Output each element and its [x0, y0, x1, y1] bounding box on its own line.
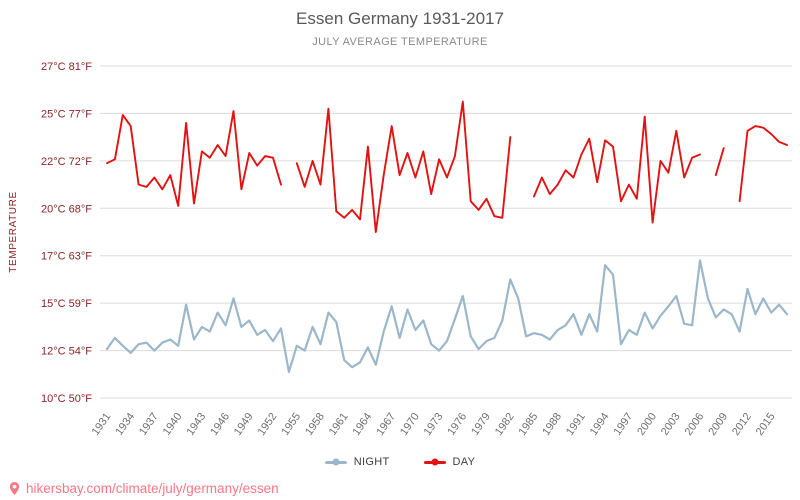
x-tick-label: 1988 [540, 411, 564, 438]
x-tick-label: 1937 [137, 411, 161, 438]
location-pin-icon [9, 481, 20, 496]
y-axis-title: TEMPERATURE [8, 191, 19, 272]
y-tick-label: 20°C 68°F [41, 203, 92, 215]
x-tick-label: 1946 [208, 411, 232, 438]
y-tick-label: 10°C 50°F [41, 393, 92, 405]
y-tick-label: 22°C 72°F [41, 156, 92, 168]
x-tick-label: 2006 [683, 411, 707, 438]
x-tick-label: 1979 [469, 411, 493, 438]
x-tick-label: 2003 [659, 411, 683, 438]
x-tick-label: 1964 [351, 411, 375, 438]
x-tick-label: 1967 [374, 411, 398, 438]
x-tick-label: 2012 [730, 411, 754, 438]
x-tick-label: 1994 [588, 411, 612, 438]
x-tick-label: 1961 [327, 411, 351, 438]
day-line-marker [423, 458, 446, 466]
series-line-day [106, 100, 788, 233]
night-line-marker [324, 458, 347, 466]
y-tick-label: 17°C 63°F [41, 251, 92, 263]
legend-item-day: DAY [423, 456, 476, 468]
x-tick-label: 1955 [279, 411, 303, 438]
series-line-night [105, 259, 789, 373]
x-tick-label: 1985 [517, 411, 541, 438]
x-tick-label: 1931 [90, 411, 114, 438]
day-dot-marker [431, 458, 439, 466]
x-tick-label: 1982 [493, 411, 517, 438]
chart-subtitle: JULY AVERAGE TEMPERATURE [312, 36, 488, 48]
x-tick-label: 1991 [564, 411, 588, 438]
site-url-link[interactable]: hikersbay.com/climate/july/germany/essen [26, 481, 279, 496]
x-tick-label: 1943 [184, 411, 208, 438]
x-tick-label: 1997 [611, 411, 635, 438]
x-tick-label: 1958 [303, 411, 327, 438]
y-tick-label: 25°C 77°F [41, 108, 92, 120]
x-tick-label: 1970 [398, 411, 422, 438]
x-tick-label: 2009 [706, 411, 730, 438]
x-tick-label: 1952 [256, 411, 280, 438]
chart-canvas: 10°C 50°F 12°C 54°F 15°C 59°F 17°C 63°F 20°C… [8, 61, 792, 438]
y-tick-label: 15°C 59°F [41, 298, 92, 310]
y-tick-label: 12°C 54°F [41, 346, 92, 358]
footer: hikersbay.com/climate/july/germany/essen [7, 481, 279, 496]
x-tick-label: 1934 [113, 411, 137, 438]
x-tick-label: 2015 [754, 411, 778, 438]
y-tick-label: 27°C 81°F [41, 61, 92, 73]
x-tick-label: 1976 [445, 411, 469, 438]
night-dot-marker [332, 458, 340, 466]
legend-item-night: NIGHT [324, 456, 390, 468]
x-tick-label: 2000 [635, 411, 659, 438]
legend-label-night: NIGHT [353, 456, 390, 468]
chart-title: Essen Germany 1931-2017 [296, 9, 504, 28]
x-tick-label: 1973 [422, 411, 446, 438]
chart-legend: NIGHT DAY [0, 456, 800, 468]
legend-label-day: DAY [452, 456, 476, 468]
x-tick-label: 1940 [161, 411, 185, 438]
x-tick-label: 1949 [232, 411, 256, 438]
